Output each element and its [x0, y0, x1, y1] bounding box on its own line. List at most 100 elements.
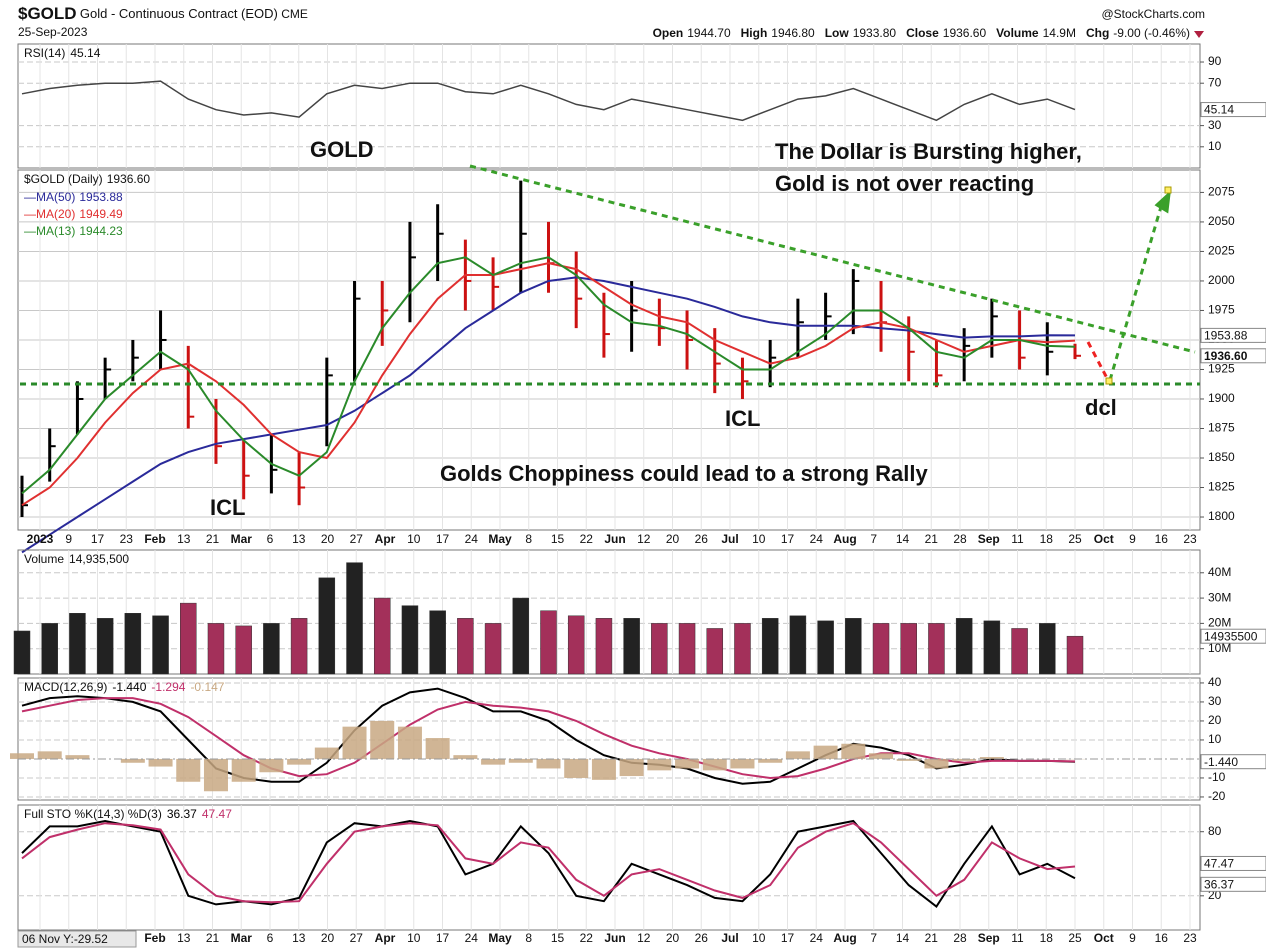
x-tick-label: 21: [925, 931, 939, 945]
marker: [1105, 377, 1113, 385]
quote-value: 1936.60: [943, 26, 987, 40]
histogram-bar: [591, 758, 616, 780]
value-box: [1200, 348, 1266, 364]
y-tick-label: 1925: [1208, 362, 1235, 376]
panel-title: MACD(12,26,9) -1.440 -1.294 -0.147: [24, 680, 225, 694]
value-box: [1200, 855, 1266, 871]
volume-bar: [845, 618, 862, 675]
volume-bar: [595, 618, 613, 675]
volume-bar: [900, 623, 917, 675]
legend-value: 45.14: [70, 46, 100, 60]
quote-label: High: [741, 26, 768, 40]
histogram-bar: [314, 747, 339, 759]
x-tick-label: 25: [1068, 532, 1082, 546]
x-tick-label: 7: [870, 931, 877, 945]
volume-bar: [540, 610, 557, 675]
histogram-bar: [231, 758, 256, 782]
name: Gold - Continuous Contract (EOD): [80, 6, 278, 21]
y-tick-label: 10: [1208, 139, 1222, 153]
histogram-bar: [758, 758, 783, 763]
value-box: [1200, 876, 1266, 892]
x-tick-label: 17: [91, 532, 105, 546]
cursor-label: 06 Nov Y:-29.52: [22, 932, 108, 946]
histogram-bar: [647, 758, 672, 771]
x-tick-label: 10: [752, 532, 766, 546]
exchange: CME: [281, 7, 308, 21]
y-tick-label: 1800: [1208, 509, 1235, 523]
volume-bar: [373, 597, 391, 675]
value-box-label: 36.37: [1204, 877, 1234, 891]
x-tick-label: 13: [177, 931, 191, 945]
legend-value: 47.47: [202, 807, 232, 821]
histogram-bar: [924, 758, 949, 769]
y-tick-label: 70: [1208, 75, 1222, 89]
panel-title: Volume 14,935,500: [24, 552, 129, 566]
x-tick-label: 20: [666, 532, 680, 546]
y-tick-label: 2075: [1208, 185, 1235, 199]
y-tick-label: 20: [1208, 713, 1222, 727]
volume-bar: [1011, 628, 1028, 675]
y-tick-label: 30: [1208, 694, 1222, 708]
legend-value: 36.37: [167, 807, 197, 821]
x-tick-label: 17: [781, 532, 795, 546]
histogram-bar: [203, 758, 228, 792]
legend-entry: —MA(20) 1949.49: [24, 207, 123, 221]
histogram-bar: [453, 755, 478, 759]
value-box-label: 47.47: [1204, 857, 1234, 871]
histogram-bar: [869, 753, 894, 759]
value-box-label: 14935500: [1204, 629, 1258, 643]
quote-label: Close: [906, 26, 939, 40]
volume-bar: [484, 623, 502, 675]
legend-value: 1949.49: [79, 207, 123, 221]
legend-swatch: —: [24, 190, 36, 204]
header-line: $GOLD Gold - Continuous Contract (EOD) C…: [18, 4, 308, 23]
title-text: MACD(12,26,9): [24, 680, 107, 694]
volume-bar: [1066, 635, 1084, 675]
y-tick-label: 1850: [1208, 450, 1235, 464]
x-tick-label: 13: [292, 532, 306, 546]
quote-value: 1933.80: [853, 26, 897, 40]
volume-bar: [512, 597, 530, 675]
x-tick-label: 9: [65, 532, 72, 546]
x-tick-label: 8: [525, 532, 532, 546]
series-line: [21, 262, 1076, 507]
volume-bar: [928, 623, 945, 675]
panel-title: RSI(14) 45.14: [24, 46, 101, 60]
x-tick-label: 17: [436, 532, 450, 546]
source: @StockCharts.com: [1101, 7, 1205, 21]
value-box: [1200, 754, 1266, 770]
legend-value: -1.294: [151, 680, 185, 694]
volume-bar: [290, 618, 308, 675]
histogram-bar: [702, 758, 727, 771]
x-tick-label: 23: [1183, 931, 1197, 945]
panel: [17, 43, 1201, 169]
x-tick-label: 15: [551, 931, 565, 945]
x-tick-label: 14: [896, 931, 910, 945]
value-box-label: -1.440: [1204, 755, 1238, 769]
volume-bar: [124, 613, 142, 675]
quote-label: Volume: [996, 26, 1039, 40]
title-text: RSI(14): [24, 46, 65, 60]
legend-swatch: —: [24, 207, 36, 221]
histogram-bar: [342, 726, 367, 759]
x-tick-label: 17: [781, 931, 795, 945]
x-tick-label: May: [488, 931, 512, 945]
x-tick-label: Oct: [1094, 931, 1114, 945]
histogram-bar: [259, 758, 284, 773]
series-line: [21, 80, 1076, 122]
histogram-bar: [148, 758, 173, 767]
panel: [17, 169, 1201, 531]
date: 25-Sep-2023: [18, 25, 88, 39]
x-tick-label: 15: [551, 532, 565, 546]
histogram-bar: [120, 758, 145, 763]
quote-value: 1944.70: [687, 26, 731, 40]
volume-bar: [69, 613, 86, 675]
x-tick-label: Jun: [604, 931, 625, 945]
histogram-bar: [65, 755, 90, 759]
y-tick-label: -20: [1208, 789, 1226, 803]
x-tick-label: 14: [896, 532, 910, 546]
arrow-head: [1154, 190, 1171, 214]
volume-bar: [457, 618, 474, 675]
symbol: $GOLD: [18, 4, 77, 23]
legend-main: $GOLD (Daily) 1936.60: [24, 172, 150, 186]
